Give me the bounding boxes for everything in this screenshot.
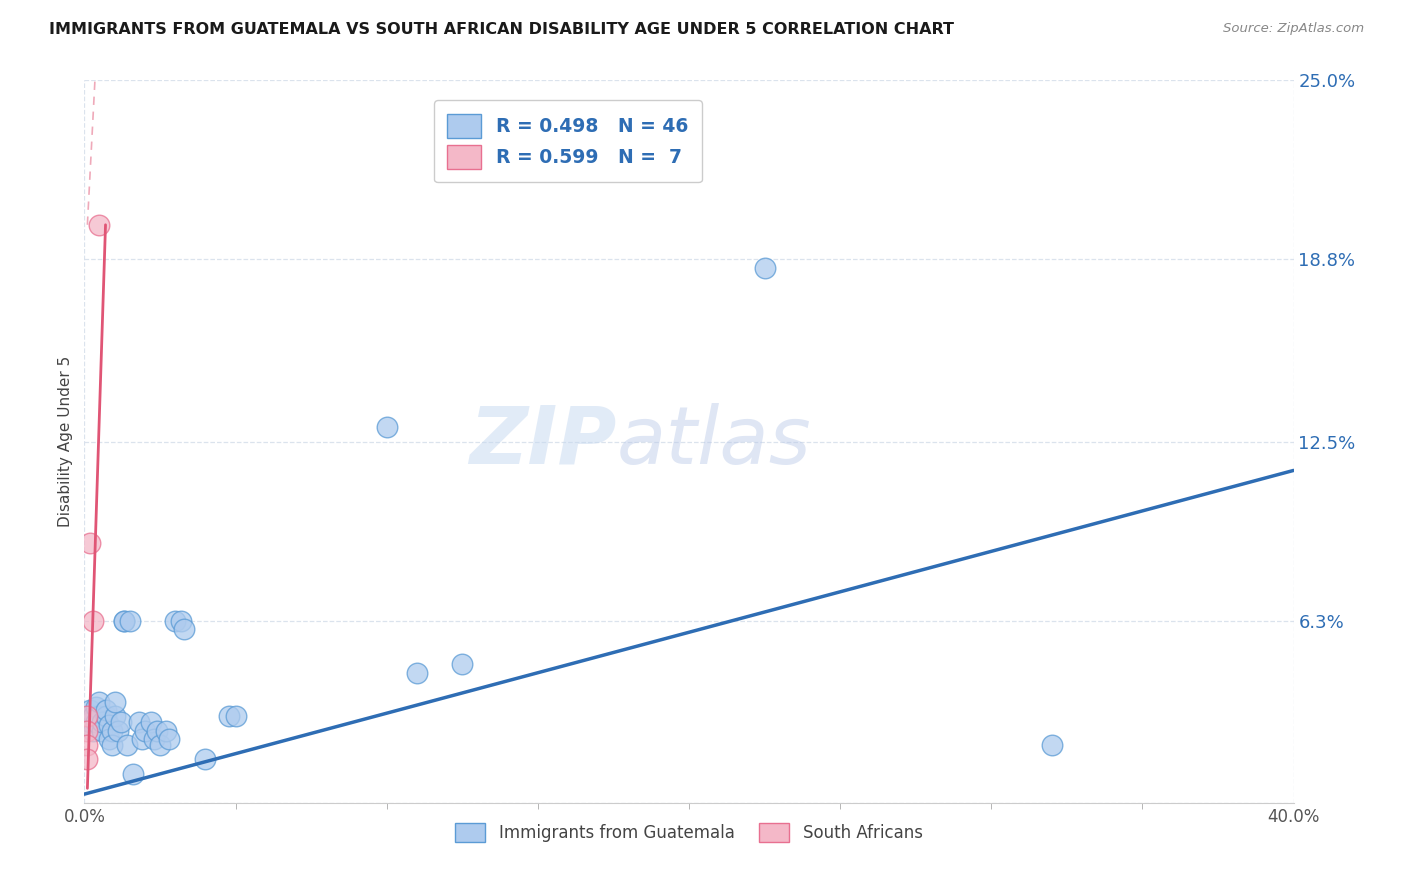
Point — [82, 709, 104, 723]
Point — [94, 709, 117, 723]
Point — [79, 714, 101, 729]
Point — [112, 614, 135, 628]
Point — [754, 261, 776, 276]
Point — [139, 714, 162, 729]
Point — [76, 723, 98, 738]
Point — [89, 695, 111, 709]
Point — [218, 709, 240, 723]
Point — [110, 714, 132, 729]
Point — [134, 723, 156, 738]
Point — [128, 714, 150, 729]
Point — [91, 723, 114, 738]
Point — [1040, 738, 1063, 752]
Point — [104, 695, 127, 709]
Point — [142, 732, 165, 747]
Point — [100, 738, 122, 752]
Point — [451, 657, 474, 671]
Point — [82, 723, 104, 738]
Point — [86, 714, 108, 729]
Point — [225, 709, 247, 723]
Point — [97, 732, 120, 747]
Point — [170, 614, 193, 628]
Point — [104, 709, 127, 723]
Point — [91, 714, 114, 729]
Point — [155, 723, 177, 738]
Text: atlas: atlas — [616, 402, 811, 481]
Point — [89, 218, 111, 232]
Point — [76, 738, 98, 752]
Point — [82, 614, 104, 628]
Point — [149, 738, 172, 752]
Text: ZIP: ZIP — [470, 402, 616, 481]
Point — [112, 614, 135, 628]
Point — [131, 732, 153, 747]
Point — [406, 665, 429, 680]
Legend: Immigrants from Guatemala, South Africans: Immigrants from Guatemala, South African… — [449, 816, 929, 848]
Text: IMMIGRANTS FROM GUATEMALA VS SOUTH AFRICAN DISABILITY AGE UNDER 5 CORRELATION CH: IMMIGRANTS FROM GUATEMALA VS SOUTH AFRIC… — [49, 22, 955, 37]
Point — [79, 703, 101, 717]
Point — [94, 703, 117, 717]
Point — [173, 623, 195, 637]
Y-axis label: Disability Age Under 5: Disability Age Under 5 — [58, 356, 73, 527]
Point — [115, 738, 138, 752]
Point — [165, 614, 187, 628]
Point — [86, 700, 108, 714]
Point — [76, 709, 98, 723]
Point — [107, 723, 129, 738]
Point — [118, 614, 141, 628]
Point — [121, 767, 143, 781]
Text: Source: ZipAtlas.com: Source: ZipAtlas.com — [1223, 22, 1364, 36]
Point — [76, 752, 98, 766]
Point — [79, 535, 101, 549]
Point — [146, 723, 169, 738]
Point — [375, 420, 398, 434]
Point — [89, 709, 111, 723]
Point — [194, 752, 217, 766]
Point — [97, 718, 120, 732]
Point — [100, 723, 122, 738]
Point — [76, 709, 98, 723]
Point — [157, 732, 180, 747]
